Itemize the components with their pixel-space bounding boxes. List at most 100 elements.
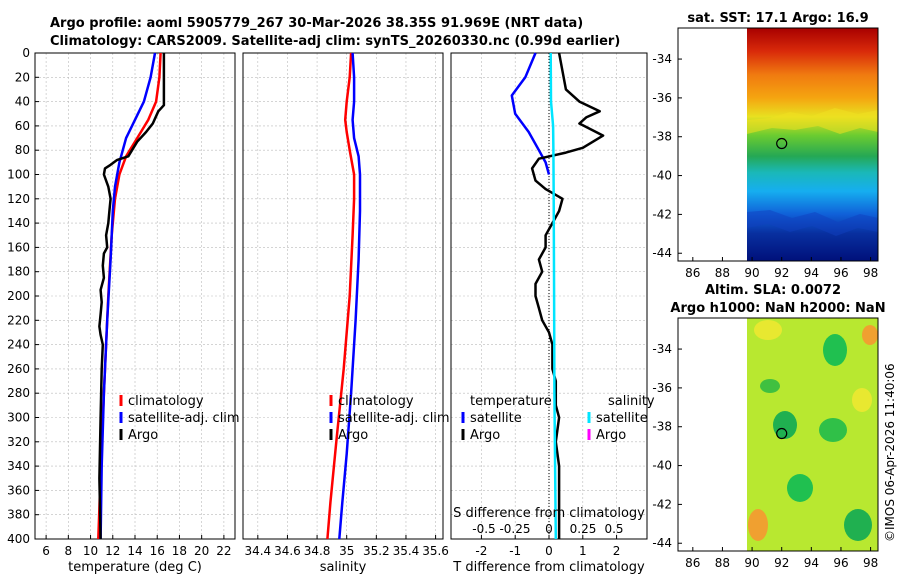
depth-tick-label: 260 [7,362,30,376]
depth-tick-label: 280 [7,386,30,400]
map-lon-label: 86 [685,556,700,570]
map-lon-label: 92 [774,266,789,280]
temperature-lines [97,52,166,540]
map-lon-label: 96 [833,266,848,280]
sst-front-green [747,108,878,134]
x-tick-label: 35 [339,544,354,558]
difference-lines [510,52,605,540]
sla-map-ticks: 86 88 90 92 94 96 98 -34 -36 -38 -40 -42 -44 [652,342,878,570]
x-tick-label: 20 [194,544,209,558]
sla-blob [748,509,768,541]
top-tick-label: 0 [545,522,553,536]
salinity-lines [326,52,362,540]
legend-label-s-satellite: satellite [596,411,648,426]
depth-tick-label: 0 [22,46,30,60]
depth-tick-label: 320 [7,435,30,449]
legend-label-climatology: climatology [128,394,204,409]
depth-tick-label: 200 [7,289,30,303]
x-tick-label: 2 [613,544,621,558]
sla-blob [773,411,797,439]
legend-label-climatology: climatology [338,394,414,409]
series-line-satellite-adj-clim [338,52,362,540]
imos-timestamp: ©IMOS 06-Apr-2026 11:40:06 [883,363,897,542]
x-tick-label: 22 [216,544,231,558]
depth-tick-label: 240 [7,338,30,352]
sst-argo-location-marker [776,137,788,150]
depth-tick-label: 60 [15,119,30,133]
x-tick-label: 14 [127,544,142,558]
sla-blob [844,509,872,541]
difference-xticks: -2 -1 0 1 2 [475,535,620,558]
x-tick-label: 34.6 [274,544,301,558]
depth-tick-label: 220 [7,313,30,327]
x-tick-label: 16 [150,544,165,558]
depth-tick-label: 360 [7,483,30,497]
series-line-climatology [326,52,356,540]
s-difference-label: S difference from climatology [453,506,645,521]
sla-blob [823,334,847,366]
legend-title-temperature: temperature [470,394,552,409]
map-lon-label: 92 [774,556,789,570]
map-lon-label: 94 [804,266,819,280]
map-lat-label: -38 [652,420,672,434]
depth-tick-label: 100 [7,168,30,182]
map-lon-label: 96 [833,556,848,570]
x-tick-label: -2 [475,544,487,558]
sla-map-title: Altim. SLA: 0.0072 [705,283,841,298]
depth-tick-label: 180 [7,265,30,279]
map-lat-label: -34 [652,52,672,66]
sst-map-panel: sat. SST: 17.1 Argo: 16.9 86 88 90 92 94 96 98… [652,11,879,280]
legend-label-s-argo: Argo [596,428,626,443]
top-tick-label: 0.25 [570,522,597,536]
map-lat-label: -40 [652,459,672,473]
sla-map-frame [677,317,879,552]
depth-tick-label: 140 [7,216,30,230]
x-tick-label: 34.8 [304,544,331,558]
sla-blob [862,325,878,345]
map-lon-label: 94 [804,556,819,570]
depth-tick-label: 380 [7,508,30,522]
depth-ticks: 0 20 40 60 80 100 120 140 160 180 200 220 240 260 280 3… [7,46,39,546]
salinity-xlabel: salinity [320,560,367,575]
depth-tick-label: 120 [7,192,30,206]
difference-xlabel: T difference from climatology [452,560,645,575]
sla-blob [760,379,780,393]
legend-title-salinity: salinity [608,394,655,409]
map-lat-label: -42 [652,207,672,221]
map-lon-label: 98 [863,556,878,570]
sla-map-panel: Altim. SLA: 0.0072 Argo h1000: NaN h2000… [652,283,885,570]
depth-tick-label: 40 [15,95,30,109]
salinity-axes-frame [242,52,444,540]
s-difference-ticks: -0.5 -0.25 0 0.25 0.5 [472,522,623,536]
x-tick-label: 35.6 [422,544,449,558]
title-line-1: Argo profile: aoml 5905779_267 30-Mar-20… [50,16,583,31]
depth-tick-label: 340 [7,459,30,473]
map-lat-label: -44 [652,246,672,260]
sst-map-ticks: 86 88 90 92 94 96 98 -34 -36 -38 -40 -42 -44 [652,52,878,280]
x-tick-label: 8 [65,544,73,558]
map-lat-label: -42 [652,497,672,511]
sla-blob [787,474,813,502]
legend-label-argo: Argo [338,428,368,443]
title-line-2: Climatology: CARS2009. Satellite-adj cli… [50,34,620,49]
top-tick-label: 0.5 [604,522,623,536]
series-line-salinity-satellite [549,52,558,540]
map-lat-label: -34 [652,342,672,356]
temperature-xticks: 6 8 10 12 14 16 18 20 22 [42,535,232,558]
x-tick-label: 18 [172,544,187,558]
series-line-temperature-argo [530,52,605,539]
map-lat-label: -38 [652,130,672,144]
series-line-satellite-adj-clim [99,52,157,540]
x-tick-label: 35.4 [393,544,420,558]
depth-tick-label: 80 [15,143,30,157]
difference-panel: -2 -1 0 1 2 temperature satellite Argo salin… [450,52,655,575]
salinity-xticks: 34.4 34.6 34.8 35 35.2 35.4 35.6 [244,535,449,558]
sla-blob [754,320,782,340]
legend-label-argo: Argo [128,428,158,443]
temperature-grid [35,52,235,540]
difference-legend-salinity: salinity satellite Argo [587,394,655,443]
x-tick-label: 1 [579,544,587,558]
legend-label-satellite: satellite-adj. clim [128,411,240,426]
map-lat-label: -44 [652,536,672,550]
sla-blob [852,388,872,412]
